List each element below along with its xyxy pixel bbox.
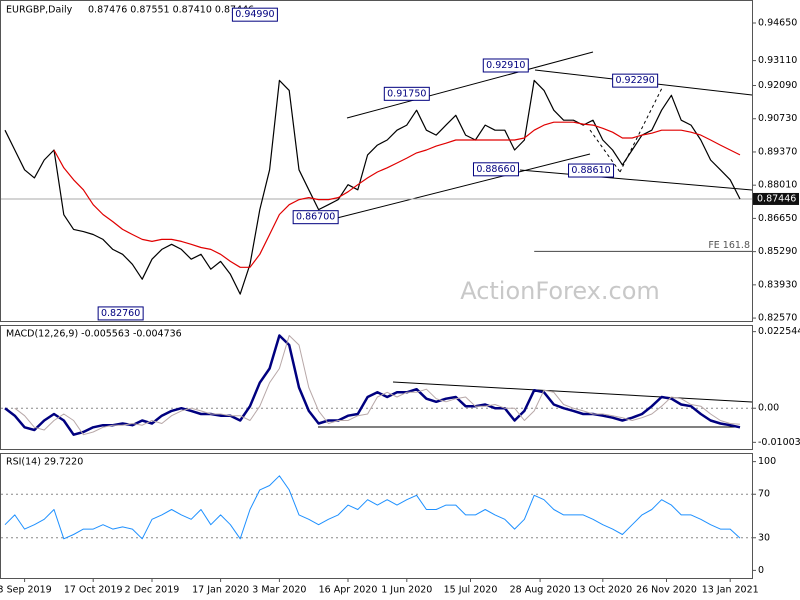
- y-tick-label: 0: [758, 565, 764, 576]
- x-tick-label: 3 Sep 2019: [0, 585, 52, 596]
- y-tick-label: 0.88010: [758, 180, 797, 191]
- fe-label: FE 161.8: [708, 240, 750, 251]
- series-line: [4, 79, 741, 295]
- x-tick-label: 2 Dec 2019: [125, 585, 180, 596]
- series-line: [4, 475, 741, 540]
- y-tick-label: 0.83930: [758, 279, 797, 290]
- price-annotation: 0.92290: [615, 75, 654, 86]
- price-annotation: 0.91750: [387, 88, 426, 99]
- series-line: [53, 121, 741, 268]
- chart-title: EURGBP,Daily: [6, 5, 73, 16]
- price-annotation: 0.88610: [571, 165, 610, 176]
- y-tick-label: 30: [758, 532, 770, 543]
- y-tick-label: 0.90730: [758, 113, 797, 124]
- x-tick-label: 28 Aug 2020: [510, 585, 571, 596]
- price-annotation-box: [472, 162, 519, 177]
- series-line: [14, 335, 741, 436]
- y-tick-label: 0.022544: [758, 326, 800, 337]
- price-annotation-box: [612, 73, 659, 88]
- y-tick-label: 0.89370: [758, 146, 797, 157]
- price-annotation: 0.86700: [296, 212, 335, 223]
- last-price-box: [753, 192, 799, 205]
- price-annotation: 0.88660: [476, 164, 515, 175]
- price-annotation-box: [482, 58, 529, 73]
- y-tick-label: 0.85290: [758, 246, 797, 257]
- y-tick-label: 0.92090: [758, 80, 797, 91]
- y-tick-label: -0.010039: [758, 437, 800, 448]
- x-tick-label: 17 Oct 2019: [64, 585, 123, 596]
- x-tick-label: 13 Oct 2020: [573, 585, 632, 596]
- x-tick-label: 26 Nov 2020: [636, 585, 697, 596]
- price-annotation: 0.94990: [235, 9, 274, 20]
- price-annotation-box: [97, 306, 144, 321]
- y-tick-label: 100: [758, 456, 776, 467]
- rsi-title: RSI(14) 29.7220: [6, 457, 83, 468]
- x-tick-label: 15 Jul 2020: [444, 585, 498, 596]
- last-price-label: 0.87446: [757, 193, 796, 204]
- price-annotation-box: [568, 163, 615, 178]
- price-annotation: 0.92910: [486, 60, 525, 71]
- y-tick-label: 0.93110: [758, 55, 797, 66]
- macd-title: MACD(12,26,9) -0.005563 -0.004736: [6, 329, 182, 340]
- x-tick-label: 13 Jan 2021: [702, 585, 759, 596]
- y-tick-label: 0.86650: [758, 213, 797, 224]
- price-annotation: 0.82760: [101, 308, 140, 319]
- x-tick-label: 16 Apr 2020: [319, 585, 378, 596]
- macd-panel: [0, 325, 753, 450]
- x-tick-label: 17 Jan 2020: [192, 585, 249, 596]
- price-panel: [0, 0, 753, 322]
- watermark: ActionForex.com: [460, 277, 660, 305]
- rsi-panel: [0, 453, 753, 579]
- price-annotation-box: [292, 210, 339, 225]
- y-tick-label: 0.00: [758, 403, 779, 414]
- price-annotation-box: [383, 86, 430, 101]
- y-tick-label: 0.94650: [758, 17, 797, 28]
- x-tick-label: 3 Mar 2020: [252, 585, 306, 596]
- y-tick-label: 0.82570: [758, 313, 797, 324]
- x-tick-label: 1 Jun 2020: [381, 585, 432, 596]
- price-annotation-box: [231, 7, 278, 22]
- chart-subtitle: 0.87476 0.87551 0.87410 0.87446: [88, 5, 254, 16]
- y-tick-label: 70: [758, 489, 770, 500]
